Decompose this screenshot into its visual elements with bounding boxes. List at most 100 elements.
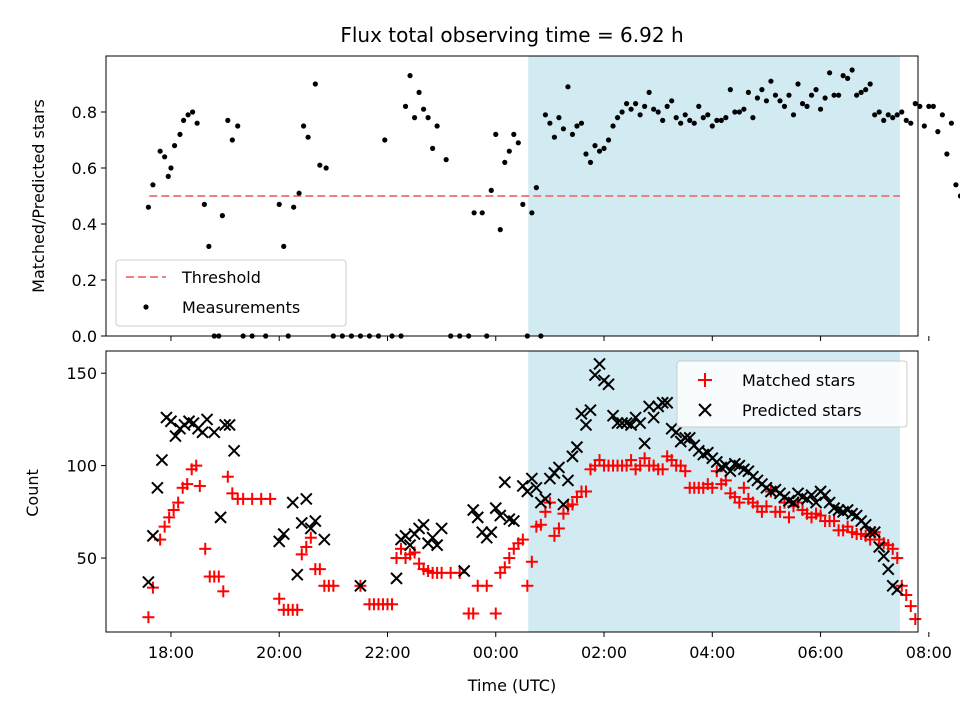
bottom-y-tick-label: 150: [66, 364, 97, 383]
predicted-star-point: [291, 568, 304, 581]
measurement-point: [935, 129, 941, 135]
measurement-point: [826, 70, 833, 76]
predicted-star-point: [552, 461, 566, 474]
matched-star-point: [557, 507, 570, 520]
predicted-star-point: [471, 511, 484, 524]
predicted-star-point: [566, 450, 579, 463]
measurement-point: [150, 182, 156, 188]
measurement-point: [799, 101, 806, 107]
predicted-star-point: [164, 415, 178, 428]
predicted-star-point: [877, 549, 890, 563]
bottom-y-ticks: 50 100 150: [66, 364, 106, 568]
matched-star-point: [679, 465, 692, 478]
measurement-point: [840, 73, 846, 79]
measurement-point: [903, 117, 909, 123]
matched-star-point: [566, 498, 579, 511]
measurement-point: [628, 106, 634, 112]
matched-star-point: [313, 563, 326, 576]
predicted-star-point: [309, 514, 322, 528]
measurement-point: [854, 92, 860, 98]
measurement-point: [763, 98, 770, 104]
predicted-star-point: [638, 437, 651, 450]
top-y-tick-label: 0.2: [72, 271, 97, 290]
predicted-star-point: [169, 429, 182, 443]
measurement-point: [750, 115, 756, 121]
top-y-tick-label: 0.4: [72, 215, 97, 234]
top-panel: 0.00.20.40.60.8 Matched/Predicted stars …: [29, 55, 960, 346]
top-y-tick-label: 0.0: [72, 327, 97, 346]
measurement-point: [511, 131, 517, 137]
predicted-star-point: [435, 522, 448, 535]
measurement-point: [542, 112, 548, 118]
measurement-point: [601, 145, 607, 151]
x-axis-label: Time (UTC): [467, 676, 556, 695]
predicted-star-point: [277, 527, 290, 541]
matched-star-point: [891, 552, 904, 565]
measurement-points: [145, 67, 960, 339]
matched-star-point: [273, 592, 286, 605]
predicted-star-point: [142, 575, 155, 589]
predicted-star-point: [575, 407, 588, 421]
predicted-star-point: [570, 440, 584, 454]
matched-star-point: [167, 503, 180, 516]
measurement-point: [872, 112, 878, 118]
matched-star-point: [480, 579, 493, 592]
measurement-point: [171, 143, 178, 149]
predicted-star-point: [196, 426, 209, 439]
measurement-point: [908, 120, 914, 126]
bottom-y-axis-label: Count: [23, 469, 42, 517]
measurement-point: [479, 210, 485, 216]
measurement-point: [180, 117, 187, 123]
matched-star-point: [828, 515, 841, 528]
measurement-point: [605, 137, 612, 143]
predicted-star-point: [146, 529, 160, 543]
predicted-star-point: [151, 481, 164, 495]
matched-star-point: [534, 518, 547, 531]
predicted-star-point: [669, 426, 683, 439]
top-y-axis-label: Matched/Predicted stars: [29, 99, 48, 293]
matched-star-point: [525, 555, 538, 568]
matched-star-point: [886, 542, 899, 555]
measurement-point: [646, 89, 652, 95]
matched-star-point: [760, 500, 773, 513]
measurement-point: [583, 151, 589, 157]
predicted-star-point: [354, 579, 367, 592]
measurement-point: [808, 92, 815, 98]
measurement-point: [411, 115, 418, 121]
legend-threshold-label: Threshold: [181, 268, 261, 287]
matched-star-point: [453, 566, 466, 579]
bottom-panel: 50 100 150 18:00 20:00 22:00 00:00 02:00 04:00 0…: [23, 350, 952, 695]
measurement-point: [637, 112, 643, 118]
measurement-point: [777, 98, 783, 104]
predicted-star-point: [891, 583, 904, 596]
predicted-star-point: [539, 492, 552, 506]
chart-title: Flux total observing time = 6.92 h: [340, 23, 683, 47]
measurement-point: [921, 123, 927, 129]
x-tick-label: 00:00: [473, 643, 519, 662]
measurement-point: [520, 201, 526, 207]
predicted-star-point: [882, 562, 895, 576]
legend-measurements-label: Measurements: [182, 298, 300, 317]
predicted-star-point: [521, 485, 534, 498]
matched-stars-points: [142, 450, 922, 626]
measurement-point: [849, 67, 855, 73]
matched-star-point: [737, 481, 750, 494]
predicted-star-point: [611, 416, 624, 430]
measurement-point: [443, 157, 449, 163]
matched-star-point: [521, 579, 534, 592]
x-tick-label: 06:00: [798, 643, 844, 662]
measurement-point: [705, 112, 711, 118]
measurement-point: [912, 101, 918, 107]
predicted-star-point: [588, 368, 602, 382]
predicted-star-point: [859, 518, 872, 531]
measurement-point: [772, 92, 779, 98]
x-tick-label: 02:00: [581, 643, 627, 662]
matched-star-point: [291, 603, 304, 616]
measurement-point: [926, 103, 932, 109]
measurement-point: [502, 159, 508, 165]
matched-star-point: [221, 470, 234, 483]
measurement-point: [817, 106, 824, 112]
matched-star-point: [656, 463, 669, 476]
matched-star-point: [193, 479, 206, 492]
